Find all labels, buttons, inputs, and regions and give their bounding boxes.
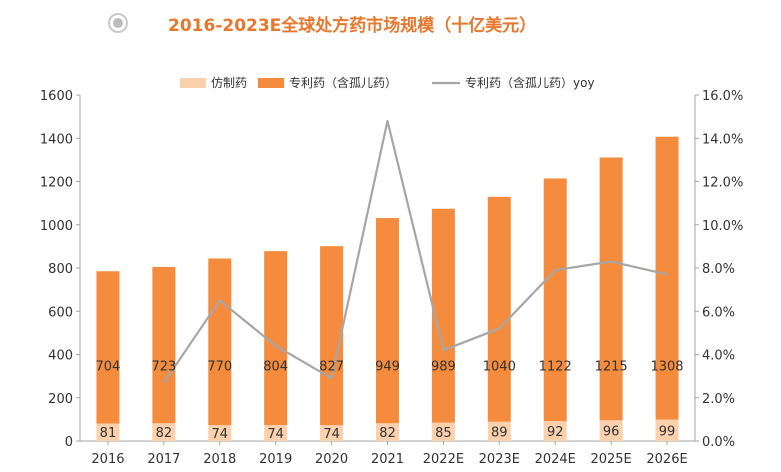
x-tick-label: 2016 (91, 452, 124, 467)
chart-title: 2016-2023E全球处方药市场规模（十亿美元） (168, 15, 537, 36)
bar-generic (152, 423, 176, 441)
bar-generic (376, 423, 399, 441)
bar-generic (264, 424, 288, 441)
x-tick-label: 2024E (535, 452, 576, 467)
data-label-generic: 74 (267, 427, 284, 442)
bar-generic (599, 420, 623, 441)
right-tick-label: 4.0% (702, 349, 735, 364)
bar-patent (208, 258, 232, 425)
left-tick-label: 200 (48, 392, 73, 407)
right-tick-label: 12.0% (702, 176, 743, 191)
data-label-generic: 96 (603, 425, 620, 440)
bar-patent (487, 196, 511, 422)
bar-generic (320, 424, 344, 441)
data-label-patent: 723 (151, 359, 176, 374)
data-label-generic: 99 (659, 424, 676, 439)
bar-patent (599, 157, 623, 421)
data-label-patent: 1308 (650, 359, 683, 374)
right-tick-label: 16.0% (702, 89, 743, 104)
data-label-generic: 82 (156, 426, 173, 441)
x-tick-label: 2025E (590, 452, 631, 467)
data-label-patent: 1215 (595, 359, 628, 374)
data-label-generic: 74 (211, 427, 228, 442)
data-label-patent: 1122 (539, 359, 572, 374)
x-tick-label: 2017 (147, 452, 180, 467)
data-label-patent: 770 (207, 359, 232, 374)
right-tick-label: 6.0% (702, 305, 735, 320)
bar-generic (208, 424, 232, 441)
x-tick-label: 2021 (371, 452, 404, 467)
x-tick-label: 2022E (423, 452, 464, 467)
right-tick-label: 2.0% (702, 392, 735, 407)
x-tick-label: 2018 (203, 452, 236, 467)
legend-label-yoy: 专利药（含孤儿药）yoy (465, 75, 595, 90)
x-tick-label: 2020 (315, 452, 348, 467)
x-tick-label: 2023E (479, 452, 520, 467)
yoy-line (162, 119, 668, 384)
left-tick-label: 400 (48, 349, 73, 364)
bar-patent (96, 271, 120, 424)
left-tick-label: 800 (48, 262, 73, 277)
data-label-patent: 827 (319, 359, 344, 374)
legend-label-patent: 专利药（含孤儿药） (289, 75, 397, 90)
bar-generic (96, 423, 120, 441)
bar-patent (264, 251, 288, 425)
bar-generic (655, 419, 679, 441)
right-tick-label: 14.0% (702, 132, 743, 147)
data-label-generic: 85 (435, 426, 452, 441)
left-tick-label: 600 (48, 305, 73, 320)
left-tick-label: 1000 (40, 219, 73, 234)
left-tick-label: 1200 (40, 176, 73, 191)
x-tick-label: 2019 (259, 452, 292, 467)
right-tick-label: 0.0% (702, 435, 735, 450)
radio-button-icon (108, 13, 128, 33)
bar-patent (320, 246, 344, 425)
bar-patent (655, 136, 679, 420)
data-label-generic: 89 (491, 425, 508, 440)
data-label-generic: 74 (323, 427, 340, 442)
data-label-generic: 82 (379, 426, 396, 441)
data-label-generic: 92 (547, 425, 564, 440)
bar-generic (487, 421, 511, 441)
x-tick-label: 2026E (646, 452, 687, 467)
bar-patent (152, 266, 176, 424)
data-label-patent: 949 (375, 359, 400, 374)
left-tick-label: 1600 (40, 89, 73, 104)
bar-patent (376, 218, 399, 424)
left-tick-label: 0 (65, 435, 73, 450)
data-label-generic: 81 (100, 426, 117, 441)
right-tick-label: 8.0% (702, 262, 735, 277)
right-tick-label: 10.0% (702, 219, 743, 234)
data-label-patent: 804 (263, 359, 288, 374)
bar-generic (543, 421, 567, 441)
legend-swatch-patent (258, 78, 284, 88)
bar-patent (543, 178, 567, 422)
bar-patent (431, 208, 455, 423)
data-label-patent: 989 (431, 359, 456, 374)
data-label-patent: 704 (96, 359, 121, 374)
legend-swatch-generic (180, 78, 206, 88)
legend-label-generic: 仿制药 (211, 76, 247, 90)
data-label-patent: 1040 (483, 359, 516, 374)
left-tick-label: 1400 (40, 132, 73, 147)
title-row: 2016-2023E全球处方药市场规模（十亿美元） (108, 8, 536, 38)
bar-generic (431, 422, 455, 441)
